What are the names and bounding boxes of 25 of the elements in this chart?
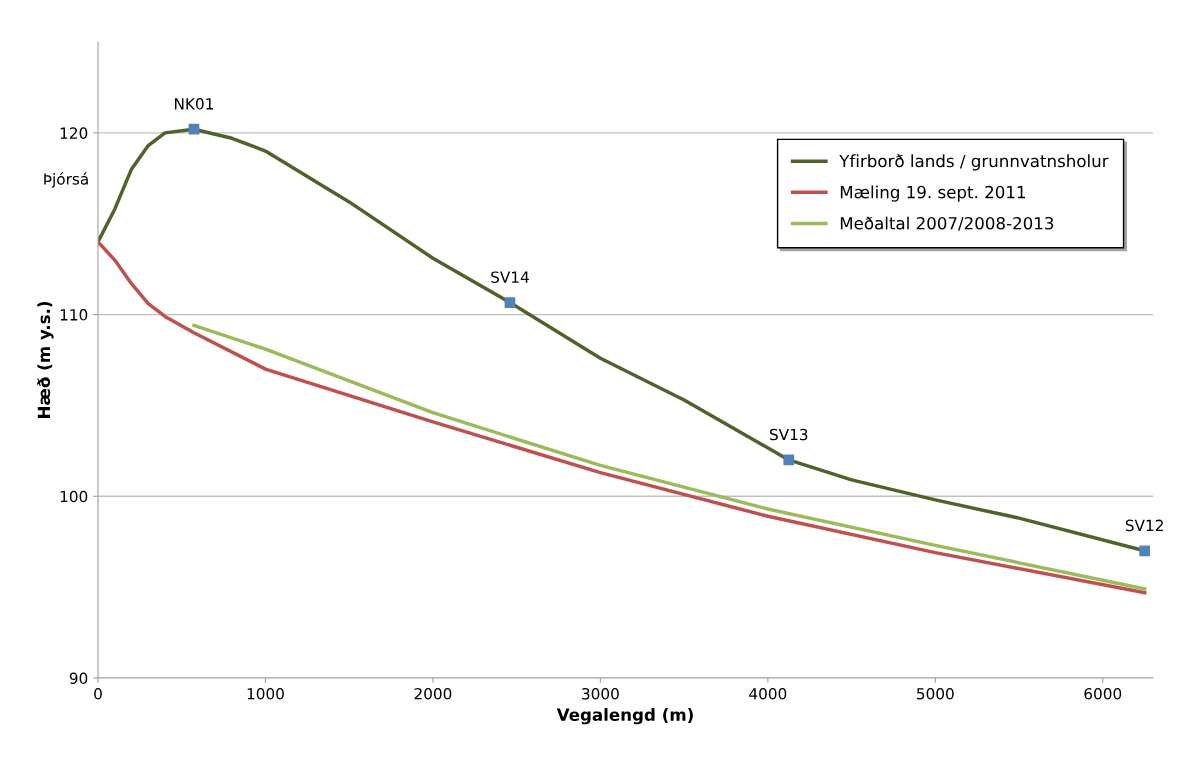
- x-tick-label: 2000: [414, 687, 452, 700]
- y-tick-label: 120: [60, 127, 88, 139]
- legend-label: Mæling 19. sept. 2011: [840, 185, 1026, 202]
- annotation: NK01: [175, 98, 213, 110]
- annotation: SV13: [769, 428, 808, 441]
- point: [1139, 545, 1150, 557]
- y-tick-label: 100: [60, 490, 88, 503]
- x-tick-label: 5000: [917, 687, 954, 700]
- annotation: SV12: [1125, 519, 1163, 532]
- point: [504, 297, 516, 308]
- annotation: SV14: [491, 271, 529, 283]
- text: Þjórsá: [44, 172, 88, 188]
- x-tick-label: 0: [94, 687, 102, 700]
- x-axis-title: Vegalengd (m): [556, 708, 693, 725]
- y-tick-label: 90: [69, 672, 88, 685]
- point: [188, 123, 200, 135]
- x-tick-label: 6000: [1084, 687, 1122, 700]
- point: [783, 454, 795, 466]
- x-tick-label: 3000: [582, 687, 619, 700]
- legend-label: Meðaltal 2007/2008-2013: [840, 216, 1054, 231]
- y-axis-title: Hæð (m y.s.): [37, 301, 54, 418]
- legend-label: Yfirborð lands / grunnvatnsholur: [839, 154, 1109, 171]
- x-tick-label: 1000: [247, 687, 284, 700]
- x-tick-label: 4000: [749, 687, 787, 700]
- y-tick-label: 110: [60, 309, 88, 321]
